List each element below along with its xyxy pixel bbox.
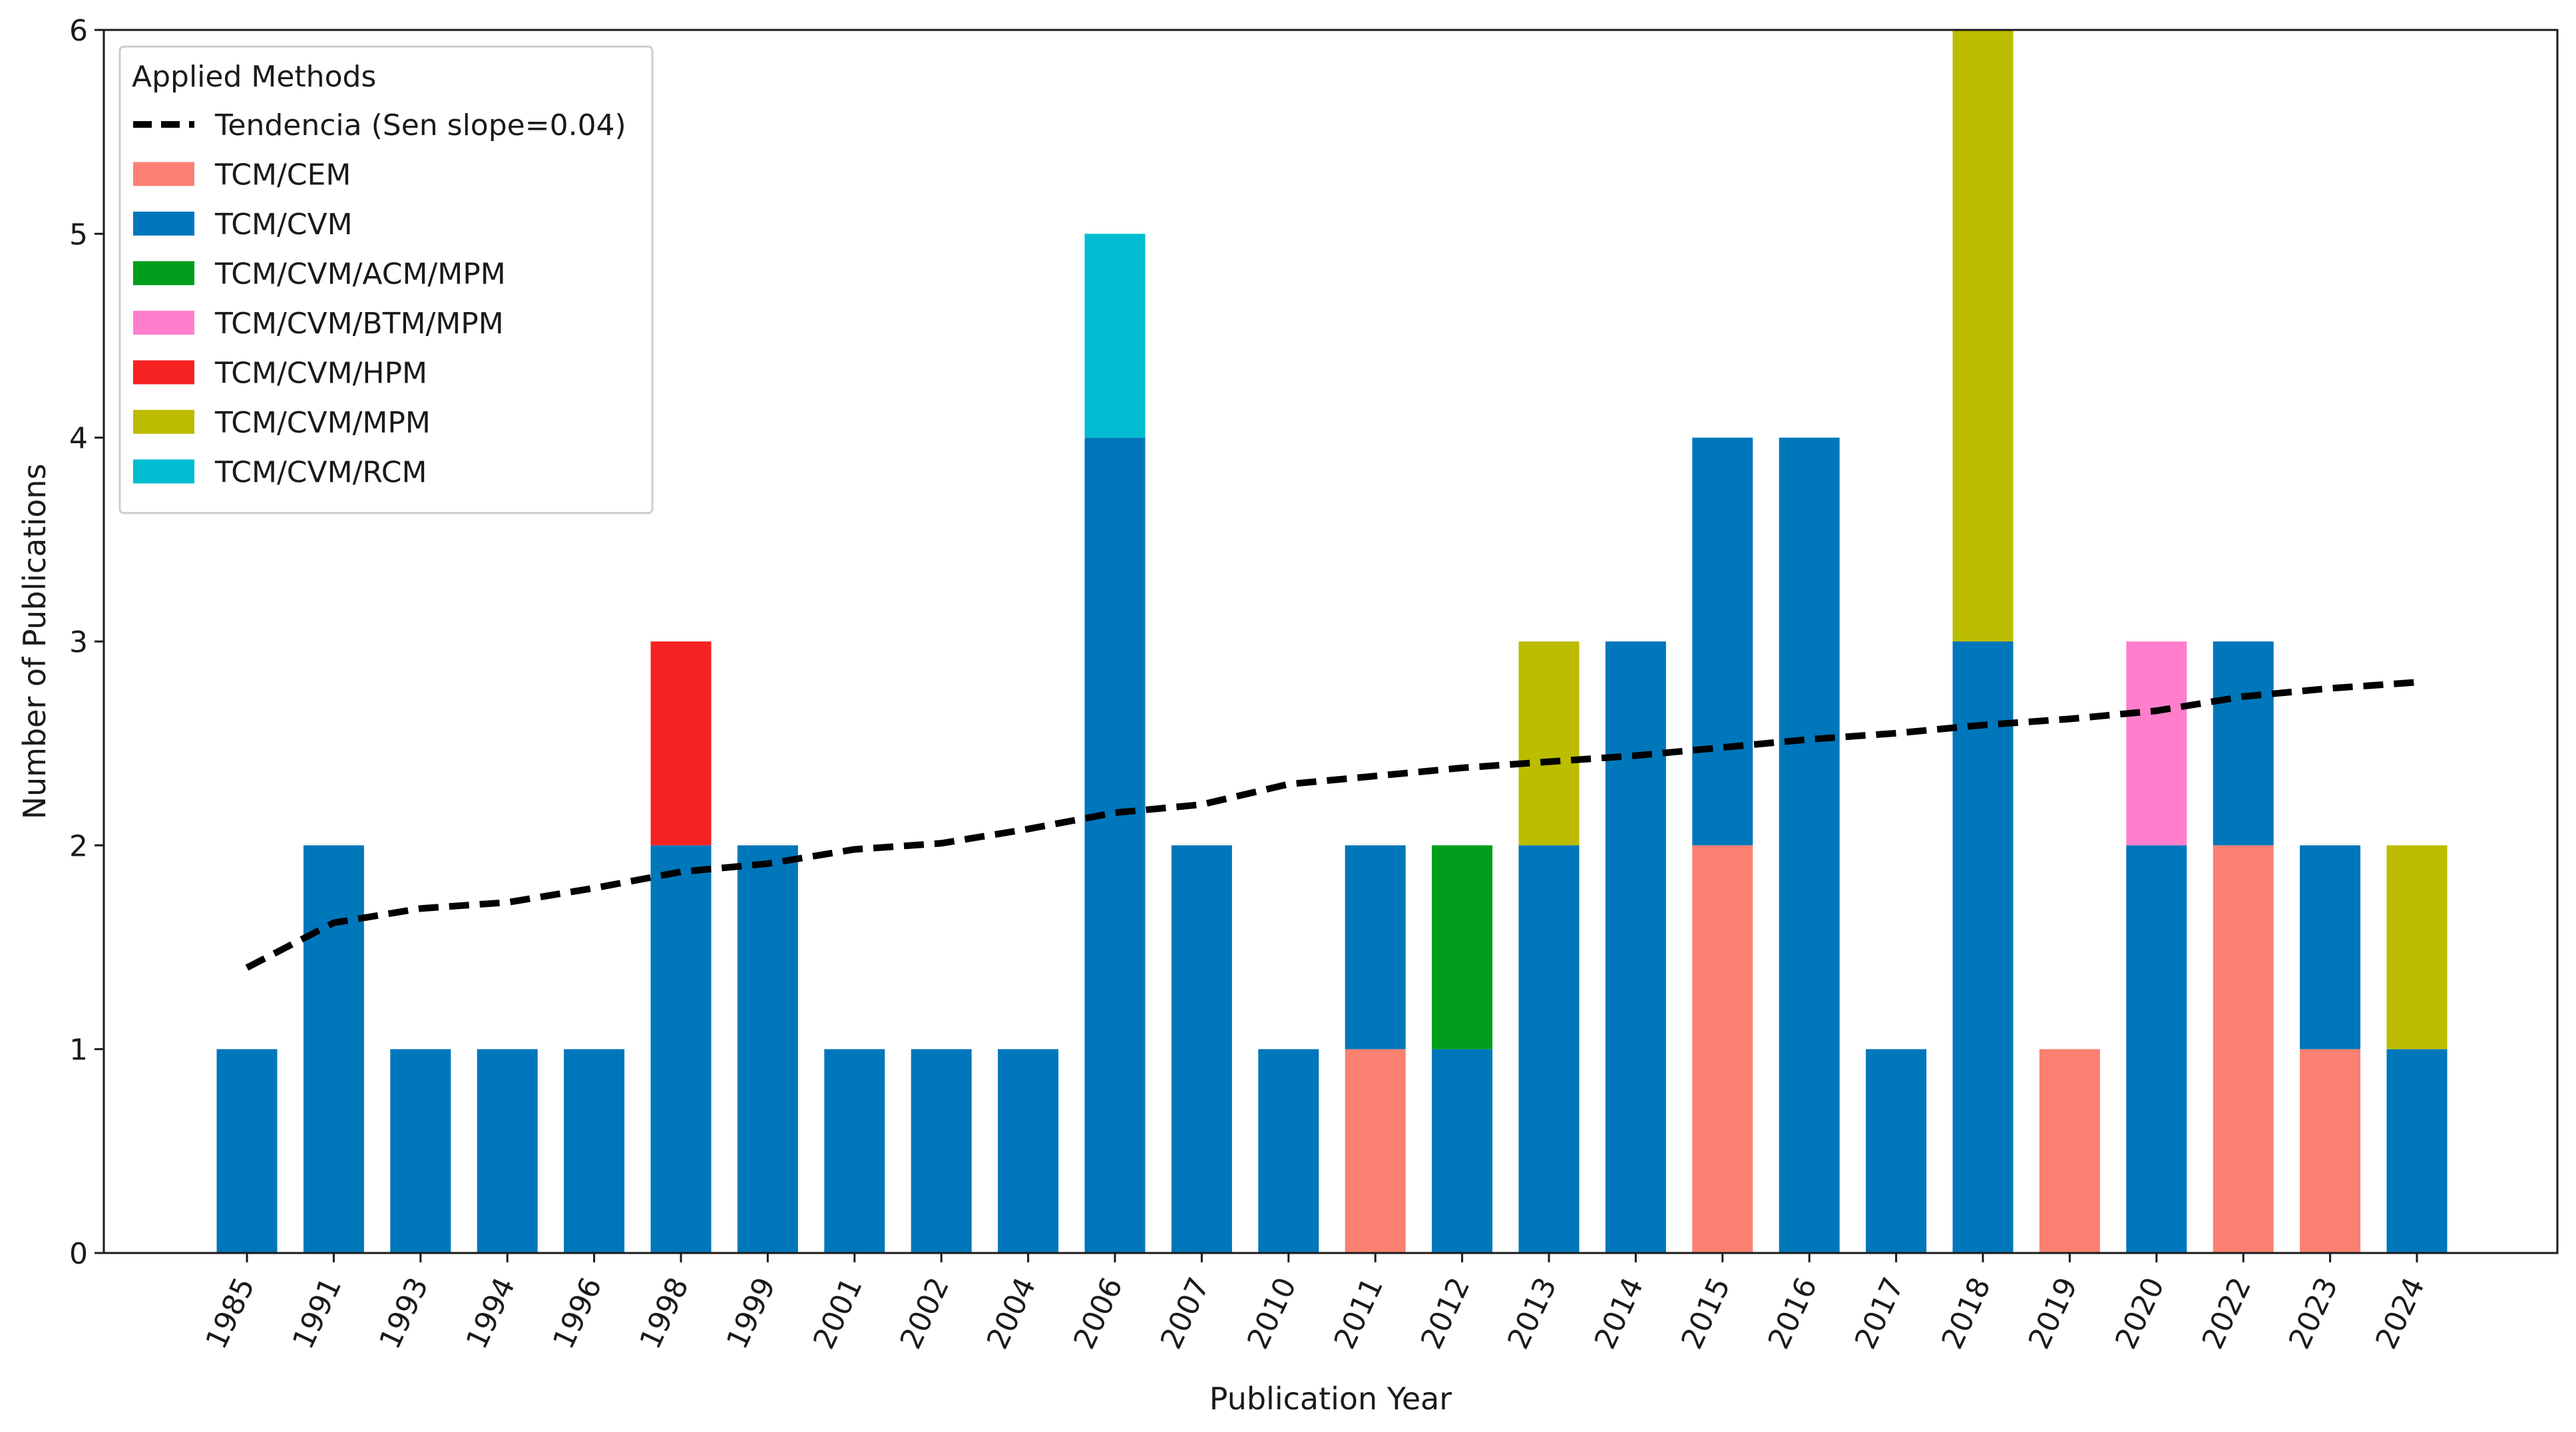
x-tick-label-2010: 2010	[1241, 1272, 1303, 1354]
x-tick-label-1998: 1998	[633, 1272, 696, 1354]
x-tick-label-2011: 2011	[1328, 1272, 1391, 1354]
trend-layer	[245, 679, 2418, 971]
bar-2015-series-1	[1692, 437, 1753, 846]
bar-2002-series-1	[911, 1049, 972, 1253]
bar-2024-series-5	[2386, 845, 2448, 1049]
x-tick-label-2020: 2020	[2109, 1272, 2171, 1354]
bar-2024-series-1	[2386, 1049, 2448, 1253]
y-tick-label-5: 5	[69, 218, 88, 252]
bar-1991-series-1	[303, 845, 364, 1253]
bar-2014-series-1	[1605, 641, 1666, 1253]
bar-1998-series-1	[650, 845, 712, 1253]
bar-1994-series-1	[477, 1049, 538, 1253]
x-tick-label-2012: 2012	[1414, 1272, 1477, 1354]
x-tick-label-2007: 2007	[1154, 1272, 1217, 1354]
legend-swatch-2	[133, 261, 194, 285]
y-tick-label-3: 3	[69, 626, 88, 659]
legend-swatch-4	[133, 360, 194, 385]
x-tick-label-2016: 2016	[1762, 1272, 1825, 1354]
bar-1998-series-4	[650, 641, 712, 846]
y-tick-label-2: 2	[69, 829, 88, 863]
bar-2020-series-3	[2126, 641, 2187, 846]
y-tick-label-0: 0	[69, 1237, 88, 1271]
legend-label-6: TCM/CVM/RCM	[214, 456, 427, 490]
bar-2020-series-1	[2126, 845, 2187, 1253]
bar-1993-series-1	[390, 1049, 451, 1253]
legend-swatch-5	[133, 410, 194, 434]
bar-2011-series-0	[1345, 1049, 1406, 1253]
y-tick-label-6: 6	[69, 14, 88, 48]
bar-2013-series-5	[1518, 641, 1580, 846]
legend-label-0: TCM/CEM	[214, 158, 351, 192]
bar-2023-series-1	[2300, 845, 2361, 1049]
legend-title: Applied Methods	[132, 60, 376, 94]
legend: Applied Methods Tendencia (Sen slope=0.0…	[118, 45, 654, 514]
bar-2017-series-1	[1866, 1049, 1927, 1253]
bar-2011-series-1	[1345, 845, 1406, 1049]
x-tick-label-2024: 2024	[2369, 1272, 2432, 1354]
legend-label-4: TCM/CVM/HPM	[214, 357, 427, 391]
legend-label-2: TCM/CVM/ACM/MPM	[214, 258, 506, 291]
bar-2015-series-0	[1692, 845, 1753, 1253]
bar-2022-series-0	[2213, 845, 2274, 1253]
bar-2010-series-1	[1258, 1049, 1319, 1253]
legend-swatch-3	[133, 311, 194, 335]
bar-2012-series-2	[1432, 845, 1493, 1049]
y-tick-label-1: 1	[69, 1033, 88, 1067]
bar-2006-series-6	[1084, 234, 1146, 438]
x-tick-label-2022: 2022	[2196, 1272, 2258, 1354]
x-axis-title: Publication Year	[1209, 1381, 1452, 1417]
y-tick-label-4: 4	[69, 422, 88, 456]
bar-1985-series-1	[216, 1049, 278, 1253]
bar-2023-series-0	[2300, 1049, 2361, 1253]
x-tick-label-1993: 1993	[373, 1272, 435, 1354]
x-tick-label-2015: 2015	[1675, 1272, 1737, 1354]
bar-2019-series-0	[2039, 1049, 2100, 1253]
x-tick-label-2014: 2014	[1588, 1272, 1651, 1354]
x-tick-label-1991: 1991	[286, 1272, 349, 1354]
x-tick-label-1985: 1985	[199, 1272, 262, 1354]
legend-label-5: TCM/CVM/MPM	[214, 406, 431, 440]
trend-line	[245, 679, 2418, 971]
legend-items: Tendencia (Sen slope=0.04) TCM/CEM TCM/CVM…	[133, 108, 626, 490]
bar-1999-series-1	[737, 845, 798, 1253]
bar-2018-series-1	[1952, 641, 2014, 1253]
legend-trend-label: Tendencia (Sen slope=0.04)	[214, 108, 626, 142]
y-axis-title: Number of Publications	[17, 464, 53, 820]
bar-1996-series-1	[564, 1049, 625, 1253]
bar-2004-series-1	[998, 1049, 1059, 1253]
x-tick-label-1996: 1996	[546, 1272, 609, 1354]
x-tick-label-2001: 2001	[807, 1272, 869, 1354]
x-tick-label-2002: 2002	[894, 1272, 957, 1354]
bar-2012-series-1	[1432, 1049, 1493, 1253]
x-tick-label-2023: 2023	[2282, 1272, 2345, 1354]
x-tick-label-2019: 2019	[2022, 1272, 2085, 1354]
bar-2022-series-1	[2213, 641, 2274, 846]
x-tick-label-2017: 2017	[1848, 1272, 1911, 1354]
x-tick-label-2006: 2006	[1067, 1272, 1130, 1354]
legend-box	[118, 45, 654, 514]
bar-2016-series-1	[1779, 437, 1840, 1253]
bar-2006-series-1	[1084, 437, 1146, 1253]
legend-label-3: TCM/CVM/BTM/MPM	[214, 307, 504, 341]
x-tick-label-1999: 1999	[720, 1272, 783, 1354]
x-tick-label-2004: 2004	[980, 1272, 1043, 1354]
bar-2007-series-1	[1171, 845, 1232, 1253]
bar-2001-series-1	[824, 1049, 885, 1253]
x-tick-label-2013: 2013	[1501, 1272, 1564, 1354]
legend-swatch-0	[133, 162, 194, 186]
x-tick-label-2018: 2018	[1935, 1272, 1998, 1354]
bar-2013-series-1	[1518, 845, 1580, 1253]
legend-label-1: TCM/CVM	[214, 208, 353, 242]
legend-swatch-1	[133, 212, 194, 236]
legend-swatch-6	[133, 459, 194, 484]
bars-layer	[216, 30, 2448, 1253]
bar-2018-series-5	[1952, 30, 2014, 641]
x-tick-label-1994: 1994	[460, 1272, 523, 1354]
